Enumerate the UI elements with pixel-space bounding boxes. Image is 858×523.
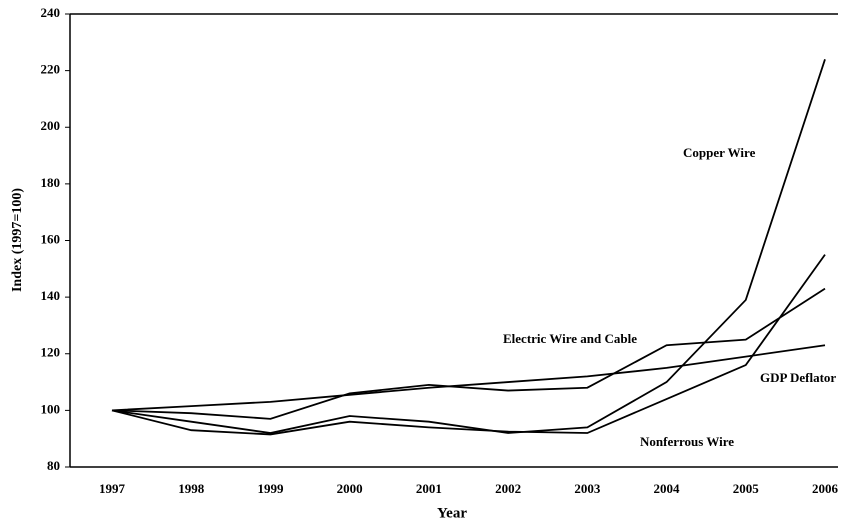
series-line (111, 254, 826, 436)
y-tick-label: 100 (41, 401, 61, 416)
y-tick-label: 240 (41, 5, 61, 20)
series-label: GDP Deflator (760, 370, 836, 385)
x-tick-label: 1998 (178, 481, 205, 496)
y-tick-label: 180 (41, 175, 61, 190)
x-axis-title: Year (437, 505, 467, 521)
y-tick-label: 200 (41, 118, 61, 133)
x-tick-label: 2005 (733, 481, 760, 496)
x-tick-label: 2000 (337, 481, 363, 496)
series-line (111, 344, 826, 412)
x-tick-label: 2006 (812, 481, 839, 496)
series-label: Nonferrous Wire (640, 434, 734, 449)
x-tick-label: 1997 (99, 481, 126, 496)
series-line (111, 59, 826, 434)
series-line (111, 287, 826, 420)
x-tick-label: 2001 (416, 481, 442, 496)
x-tick-label: 2002 (495, 481, 521, 496)
y-tick-label: 140 (41, 288, 61, 303)
y-tick-label: 80 (47, 458, 60, 473)
y-tick-label: 120 (41, 345, 61, 360)
x-tick-label: 1999 (257, 481, 284, 496)
y-tick-label: 160 (41, 231, 61, 246)
y-axis-title: Index (1997=100) (10, 188, 25, 292)
series-label: Electric Wire and Cable (503, 331, 637, 346)
series-label: Copper Wire (683, 145, 756, 160)
x-tick-label: 2003 (574, 481, 601, 496)
y-tick-label: 220 (41, 62, 61, 77)
x-tick-label: 2004 (654, 481, 681, 496)
